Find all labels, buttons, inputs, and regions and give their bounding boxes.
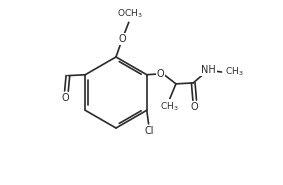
Text: CH$_3$: CH$_3$ xyxy=(160,100,179,112)
Text: O: O xyxy=(156,69,164,79)
Text: OCH$_3$: OCH$_3$ xyxy=(117,8,143,20)
Text: O: O xyxy=(191,102,198,112)
Text: NH: NH xyxy=(201,65,216,75)
Text: Cl: Cl xyxy=(145,126,154,136)
Text: O: O xyxy=(119,34,126,44)
Text: O: O xyxy=(62,93,69,103)
Text: CH$_3$: CH$_3$ xyxy=(225,66,243,78)
